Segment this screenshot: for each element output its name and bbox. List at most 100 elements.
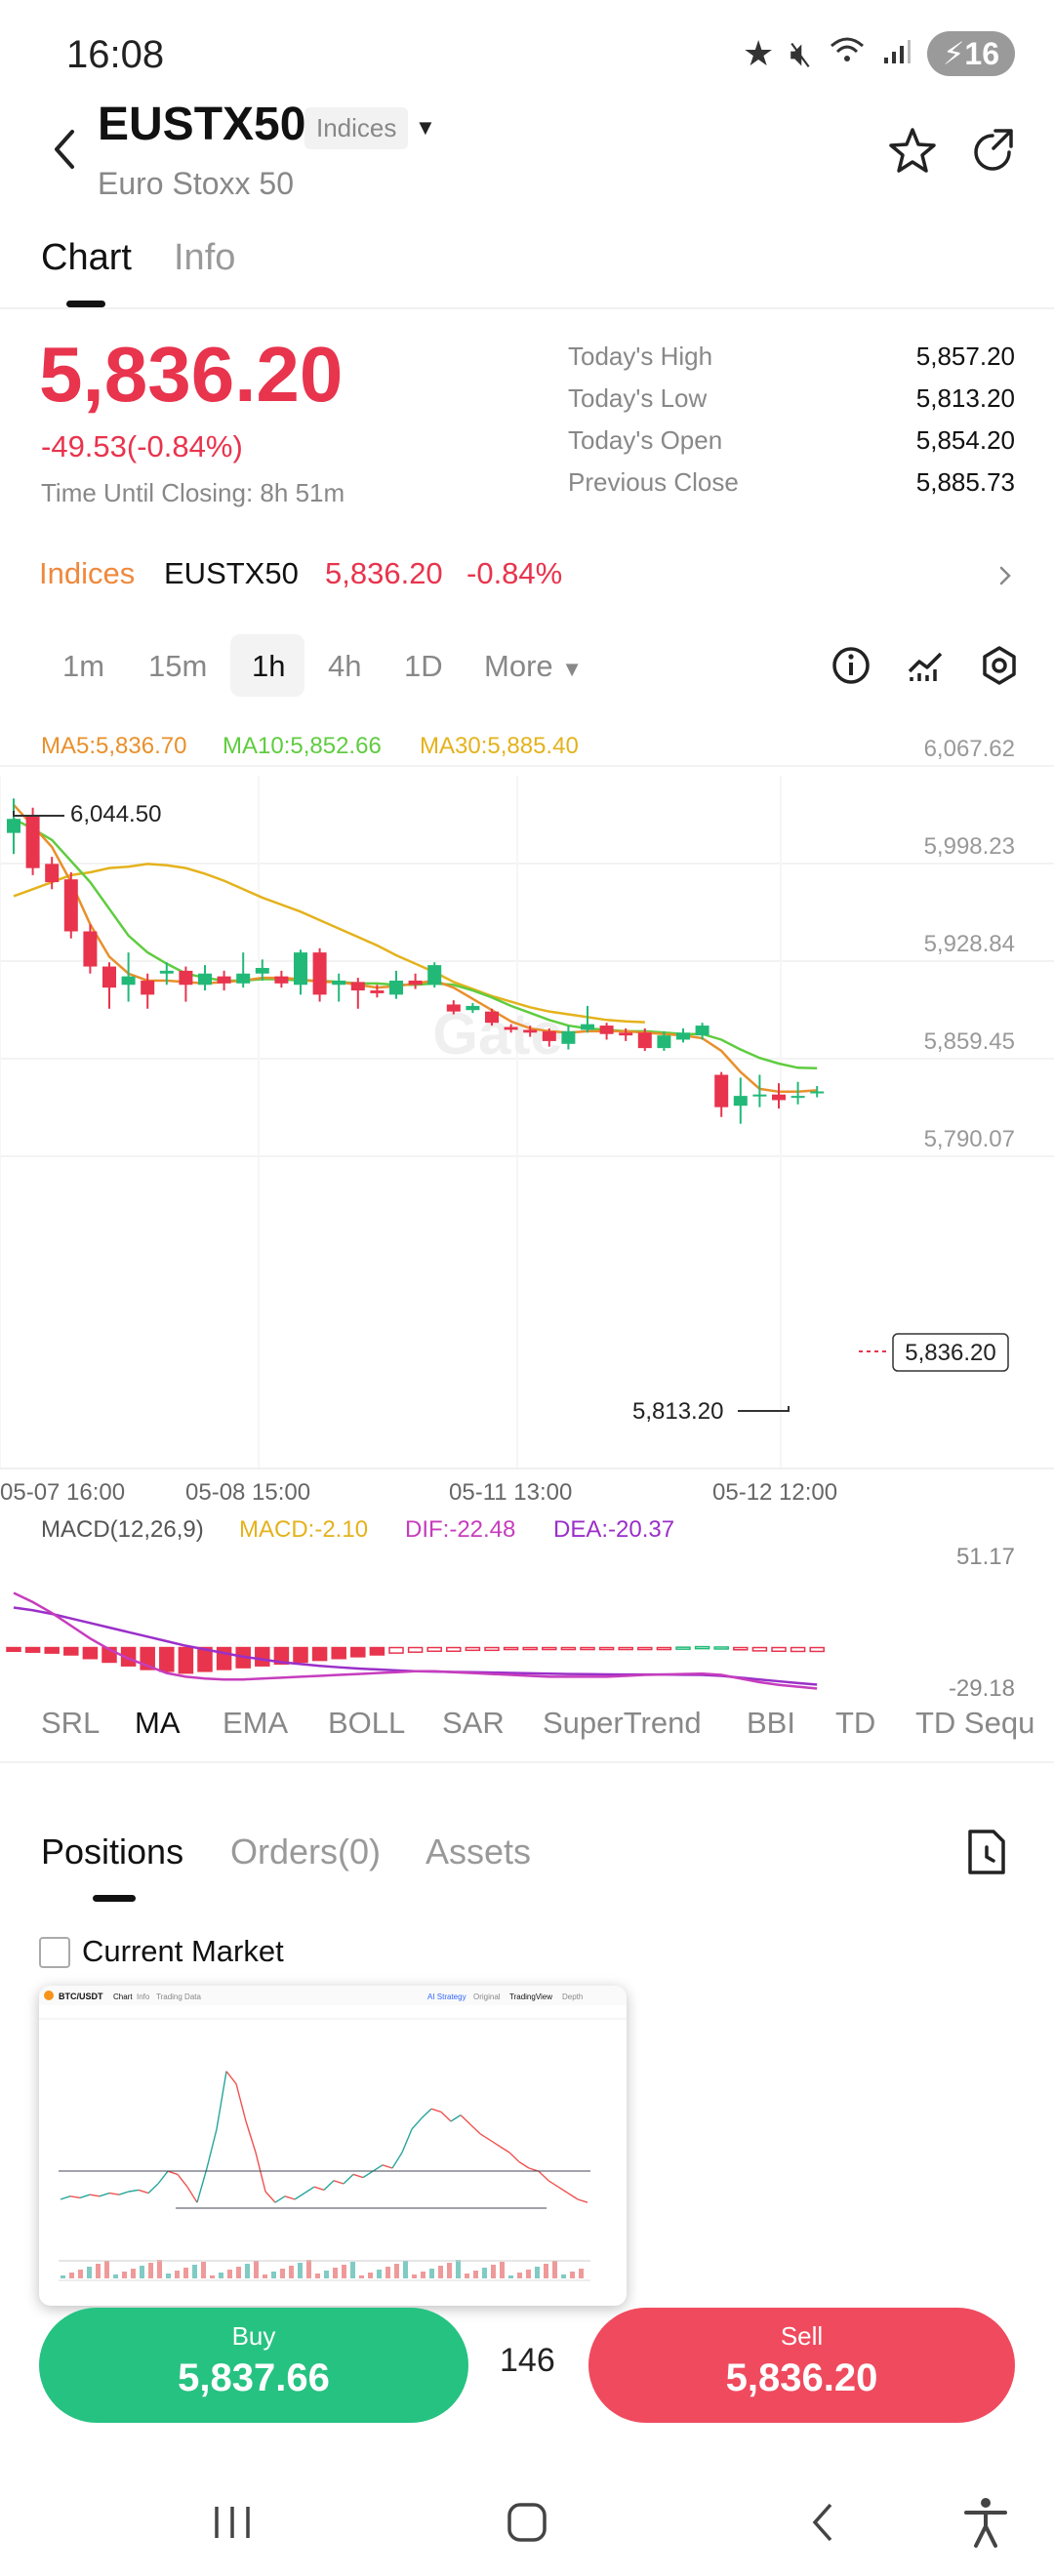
- timeframe-4h[interactable]: 4h: [328, 649, 362, 683]
- sell-button[interactable]: Sell 5,836.20: [588, 2308, 1015, 2423]
- indicator-icon[interactable]: [904, 644, 947, 687]
- index-symbol[interactable]: EUSTX50: [164, 556, 299, 590]
- macd-panel: [6, 1591, 825, 1690]
- indicator-ma[interactable]: MA: [135, 1706, 181, 1740]
- recent-apps-button[interactable]: [203, 2493, 262, 2552]
- thumb-segment: [508, 2152, 520, 2163]
- stat-label-high: Today's High: [568, 342, 713, 371]
- caret-down-icon[interactable]: ▼: [415, 115, 436, 140]
- timeframe-1d[interactable]: 1D: [404, 649, 443, 683]
- current-market-label[interactable]: Current Market: [82, 1934, 284, 1968]
- tab-info[interactable]: Info: [174, 237, 236, 278]
- accessibility-button[interactable]: [956, 2493, 1015, 2552]
- chevron-right-icon[interactable]: [986, 556, 1025, 595]
- settings-icon[interactable]: [978, 644, 1021, 687]
- thumb-volume-bar: [535, 2267, 540, 2278]
- stat-label-open: Today's Open: [568, 425, 723, 455]
- thumb-volume-bar: [69, 2273, 74, 2278]
- timeframe-15m[interactable]: 15m: [148, 649, 208, 683]
- macd-ytick-top: 51.17: [956, 1544, 1015, 1570]
- y-tick-label: 5,859.45: [924, 1028, 1015, 1055]
- thumb-segment: [469, 2123, 481, 2135]
- macd-histogram-bar: [809, 1646, 825, 1653]
- candles: [7, 798, 825, 1124]
- macd-histogram-bar: [733, 1646, 749, 1651]
- thumb-volume-bar: [104, 2261, 109, 2278]
- stat-value-open: 5,854.20: [915, 425, 1015, 455]
- history-button[interactable]: [964, 1828, 1009, 1876]
- macd-value-label: MACD:-2.10: [239, 1516, 368, 1543]
- x-tick-label: 05-11 13:00: [449, 1479, 572, 1506]
- signal-icon: [882, 33, 912, 74]
- candle-body: [350, 982, 365, 991]
- thumb-volume-bar: [210, 2275, 215, 2278]
- thumb-segment: [118, 2191, 130, 2195]
- indicator-td[interactable]: TD: [835, 1706, 876, 1740]
- thumb-segment: [89, 2194, 101, 2197]
- thumb-volume-bar: [473, 2271, 478, 2278]
- system-back-button[interactable]: [795, 2493, 854, 2552]
- candle-body: [7, 819, 20, 833]
- x-axis: 05-07 16:00 05-08 15:00 05-11 13:00 05-12 1…: [0, 1479, 837, 1506]
- thumb-volume-bar: [219, 2273, 223, 2278]
- timeframe-1h[interactable]: 1h: [252, 649, 286, 683]
- thumb-segment: [577, 2198, 588, 2203]
- thumb-segment: [479, 2133, 491, 2141]
- thumb-volume-bar: [192, 2265, 197, 2278]
- candle-body: [332, 980, 346, 986]
- thumb-segment: [411, 2117, 423, 2130]
- index-change-pct: -0.84%: [466, 556, 563, 590]
- back-button[interactable]: [39, 122, 94, 177]
- indicator-sar[interactable]: SAR: [442, 1706, 505, 1740]
- spread-value: 146: [500, 2342, 555, 2379]
- indicator-boll[interactable]: BOLL: [328, 1706, 406, 1740]
- tab-positions[interactable]: Positions: [41, 1831, 184, 1872]
- thumb-segment: [294, 2193, 305, 2200]
- timeframe-more[interactable]: More ▼: [484, 649, 583, 684]
- thumb-volume-bar: [148, 2263, 153, 2278]
- macd-histogram-bar: [311, 1646, 328, 1662]
- home-button[interactable]: [498, 2493, 556, 2552]
- indicator-ema[interactable]: EMA: [223, 1706, 289, 1740]
- price-chart[interactable]: Gate 6,067.625,998.235,928.845,859.455,7…: [0, 717, 1054, 1761]
- tab-indicator: [93, 1895, 136, 1902]
- tab-chart[interactable]: Chart: [41, 237, 132, 278]
- thumb-tab-chart: Chart: [113, 1992, 133, 2001]
- thumb-segment: [391, 2152, 403, 2169]
- thumb-segment: [225, 2071, 237, 2085]
- stat-value-low: 5,813.20: [915, 383, 1015, 413]
- thumb-volume-bar: [315, 2274, 320, 2278]
- timeframe-1m[interactable]: 1m: [62, 649, 105, 683]
- thumb-segment: [518, 2161, 530, 2169]
- candle-body: [542, 1030, 556, 1041]
- macd-histogram-bar: [350, 1646, 366, 1658]
- type-chip[interactable]: Indices: [304, 107, 409, 149]
- indicator-td-sequential[interactable]: TD Sequ: [915, 1706, 1035, 1740]
- macd-histogram-bar: [63, 1646, 79, 1656]
- tab-assets[interactable]: Assets: [426, 1831, 532, 1872]
- screenshot-thumbnail[interactable]: BTC/USDT Chart Info Trading Data AI Stra…: [39, 1986, 627, 2306]
- thumb-volume-bar: [289, 2266, 294, 2278]
- candle-body: [714, 1074, 729, 1107]
- candle-body: [121, 976, 136, 986]
- indicator-supertrend[interactable]: SuperTrend: [543, 1706, 702, 1740]
- favorite-button[interactable]: [886, 125, 939, 178]
- index-category[interactable]: Indices: [39, 556, 136, 590]
- thumb-segment: [245, 2120, 257, 2153]
- share-button[interactable]: [966, 125, 1019, 178]
- buy-button[interactable]: Buy 5,837.66: [39, 2308, 468, 2423]
- thumb-volume-bar: [183, 2268, 188, 2278]
- symbol-title[interactable]: EUSTX50: [98, 99, 306, 150]
- thumb-segment: [489, 2139, 501, 2148]
- status-time: 16:08: [66, 33, 165, 76]
- candle-body: [370, 990, 385, 993]
- candle-body: [581, 1024, 594, 1030]
- tab-orders[interactable]: Orders(0): [230, 1831, 382, 1872]
- star-icon: [889, 128, 936, 173]
- current-market-checkbox[interactable]: [39, 1937, 70, 1968]
- indicator-bbi[interactable]: BBI: [747, 1706, 795, 1740]
- macd-histogram-bar: [484, 1646, 500, 1652]
- info-icon[interactable]: [830, 644, 872, 687]
- ma-lines: [13, 803, 818, 1094]
- indicator-srl[interactable]: SRL: [41, 1706, 101, 1740]
